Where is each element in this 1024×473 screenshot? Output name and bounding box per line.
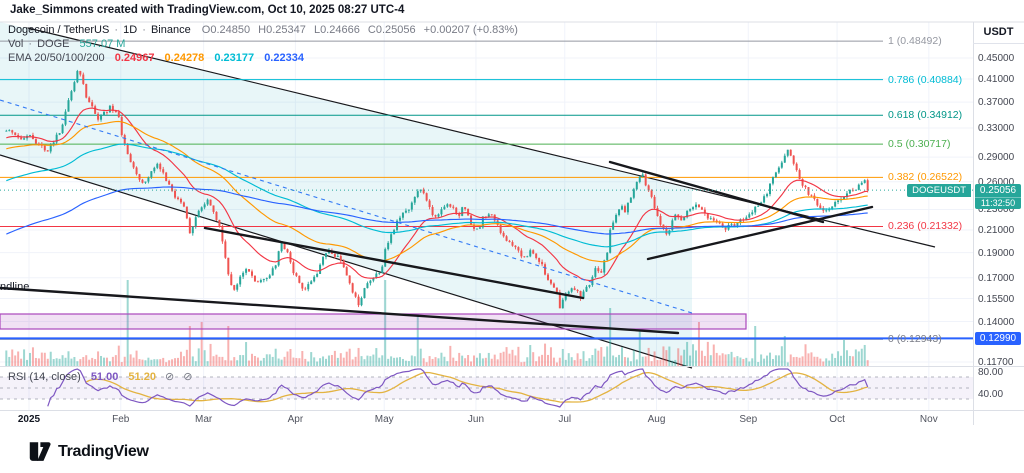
price-tick-label: 0.29000 — [978, 152, 1015, 164]
trendlines — [0, 160, 874, 335]
rsi-pane — [0, 368, 973, 408]
time-tick-label: Aug — [647, 414, 666, 425]
trendline-b — [203, 226, 585, 300]
fib-level-label: 0.236 (0.21332) — [888, 220, 963, 233]
support-zone — [0, 313, 747, 330]
volume-label: Vol — [8, 38, 24, 50]
time-tick-label: 2025 — [17, 414, 41, 425]
price-tick-label: 0.11700 — [978, 357, 1014, 369]
price-line-symbol-tag: DOGEUSDT — [907, 183, 971, 197]
current-price-badge: 0.25056 11:32:50 — [975, 183, 1021, 209]
change-value: +0.00207 (+0.83%) — [423, 24, 518, 36]
triangle-upper-line — [608, 160, 825, 224]
symbol-title: Dogecoin / TetherUS — [8, 24, 110, 36]
hidden-value-icon: ⊘ — [183, 371, 193, 383]
time-tick-label: Jul — [558, 414, 572, 425]
trendline-annotation[interactable]: ndline — [0, 281, 30, 293]
price-tick-label: 0.33000 — [978, 123, 1015, 134]
ohlc-low: L0.24666 — [313, 24, 360, 36]
fib-level-label: 0.5 (0.30717) — [888, 138, 951, 151]
credit-line: Jake_Simmons created with TradingView.co… — [10, 4, 405, 16]
price-tick-label: 0.37000 — [978, 97, 1015, 109]
price-tick-label: 0.45000 — [978, 53, 1015, 64]
exchange-label: Binance — [150, 24, 191, 36]
volume-bars — [5, 280, 869, 366]
interval-label: 1D — [123, 24, 138, 36]
price-tick-label: 0.17000 — [978, 272, 1015, 284]
volume-legend-row[interactable]: Vol · DOGE 557.07 M — [8, 38, 126, 50]
ema-20-line — [6, 107, 868, 282]
price-tick-label: 0.26000 — [978, 176, 1015, 188]
rsi-value: 51.00 — [90, 371, 119, 383]
price-axis-currency[interactable]: USDT — [983, 26, 1014, 38]
ohlc-open: O0.24850 — [201, 24, 251, 36]
bar-countdown: 11:32:50 — [975, 196, 1021, 209]
price-tick-label: 0.14000 — [978, 316, 1015, 328]
rsi-legend-row[interactable]: RSI (14, close) 51.00 51.20 ⊘ ⊘ — [8, 370, 193, 383]
ema-label: EMA 20/50/100/200 — [8, 52, 105, 64]
ema200-value: 0.22334 — [264, 52, 304, 64]
price-tick-label: 0.41000 — [978, 74, 1015, 85]
price-tick-label: 0.21000 — [978, 225, 1015, 236]
fib-level-label: 0 (0.12943) — [888, 333, 942, 346]
ema-200-line — [6, 186, 868, 235]
rsi-label: RSI (14, close) — [8, 371, 81, 383]
time-tick-label: Jun — [467, 414, 485, 425]
symbol-legend-row[interactable]: Dogecoin / TetherUS · 1D · Binance O0.24… — [8, 24, 518, 36]
ohlc-close: C0.25056 — [367, 24, 416, 36]
triangle-lower-line — [646, 205, 874, 261]
time-tick-label: Apr — [287, 414, 304, 425]
price-tick-label: 0.23000 — [978, 204, 1015, 216]
ema-50-line — [6, 120, 868, 263]
fib-level-label: 0.618 (0.34912) — [888, 109, 963, 122]
volume-symbol: DOGE — [37, 38, 70, 50]
trendline-a — [0, 286, 680, 335]
ema50-value: 0.24278 — [164, 52, 205, 64]
time-tick-label: Oct — [829, 414, 845, 425]
time-tick-label: Sep — [739, 414, 758, 425]
channel-midline-dashed — [0, 99, 693, 314]
ema-100-line — [6, 143, 868, 248]
time-tick-label: May — [374, 414, 394, 425]
fib-level-label: 1 (0.48492) — [888, 35, 942, 48]
time-axis[interactable] — [0, 411, 1024, 427]
tradingview-logo[interactable]: TradingView — [28, 441, 149, 463]
tradingview-logo-icon — [29, 442, 51, 461]
hidden-value-icon: ⊘ — [165, 371, 175, 383]
time-tick-label: Nov — [919, 414, 938, 425]
axis-divider — [973, 43, 1024, 44]
rsi-line — [47, 368, 869, 408]
rsi-ma-value: 51.20 — [128, 371, 156, 383]
fib-level-label: 0.786 (0.40884) — [888, 73, 963, 86]
ema20-value: 0.24967 — [114, 52, 155, 64]
price-tick-label: 0.15500 — [978, 293, 1015, 305]
ohlc-high: H0.25347 — [258, 24, 306, 36]
time-tick-label: Feb — [112, 414, 130, 425]
channel-lower-line — [0, 154, 693, 369]
volume-value: 557.07 M — [79, 38, 126, 50]
candles — [5, 69, 869, 309]
hline-price-badge: 0.12990 — [975, 331, 1021, 345]
ema-legend-row[interactable]: EMA 20/50/100/200 0.24967 0.24278 0.2317… — [8, 52, 304, 64]
tradingview-wordmark: TradingView — [58, 443, 149, 460]
dashed-midline — [0, 99, 693, 314]
price-tick-label: 0.19000 — [978, 247, 1015, 259]
rsi-tick-label: 40.00 — [978, 388, 1004, 400]
pane-borders — [0, 21, 1024, 425]
ema-lines — [6, 107, 868, 282]
fib-level-label: 0.382 (0.26522) — [888, 171, 963, 184]
current-price-value: 0.25056 — [979, 184, 1017, 196]
ema100-value: 0.23177 — [214, 52, 255, 64]
time-tick-label: Mar — [195, 414, 213, 425]
rsi-tick-label: 80.00 — [978, 366, 1004, 378]
